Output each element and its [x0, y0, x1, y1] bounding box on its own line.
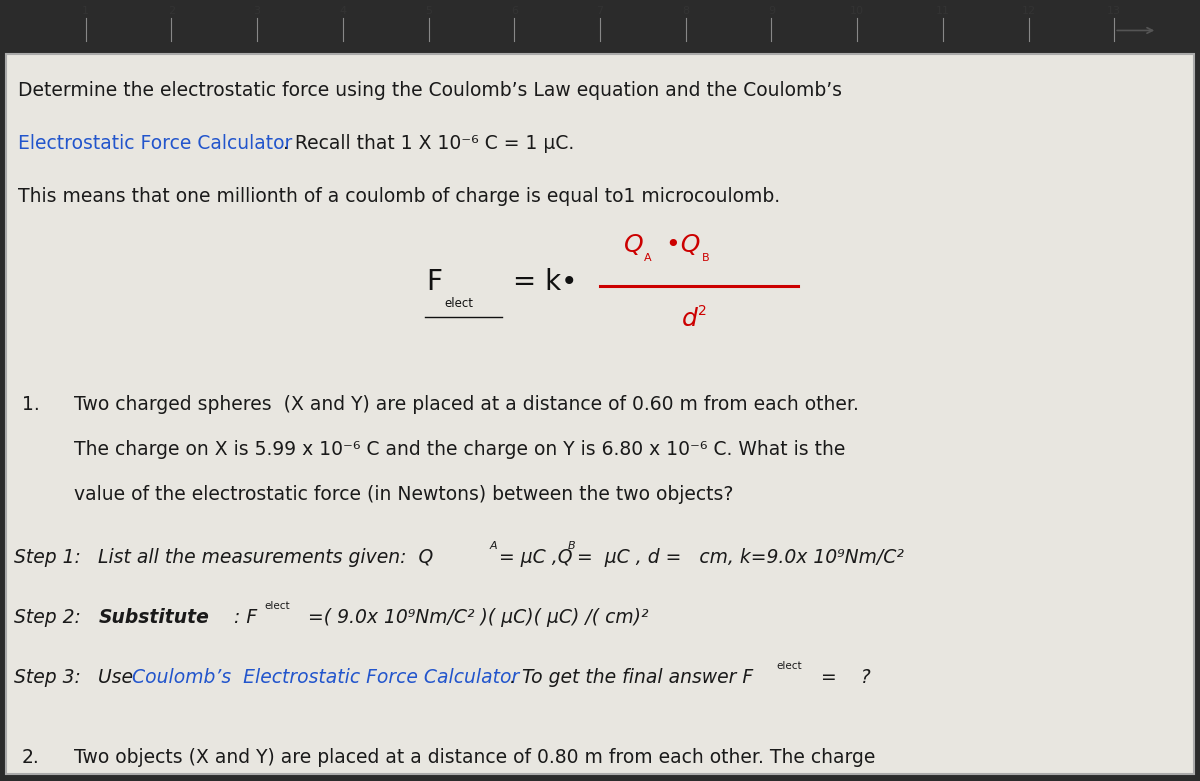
- Text: B: B: [568, 541, 575, 551]
- Text: This means that one millionth of a coulomb of charge is equal to1 microcoulomb.: This means that one millionth of a coulo…: [18, 187, 780, 205]
- Text: = k•: = k•: [504, 268, 577, 295]
- Text: 11: 11: [936, 6, 950, 16]
- Text: 9: 9: [768, 6, 775, 16]
- Text: Determine the electrostatic force using the Coulomb’s Law equation and the Coulo: Determine the electrostatic force using …: [18, 81, 842, 101]
- Text: : F: : F: [228, 608, 257, 627]
- Text: elect: elect: [776, 661, 802, 671]
- Text: 3: 3: [253, 6, 260, 16]
- Text: d: d: [682, 308, 697, 331]
- Text: Substitute: Substitute: [98, 608, 209, 627]
- Text: 1.: 1.: [22, 394, 40, 414]
- Text: 2: 2: [698, 304, 707, 318]
- Text: elect: elect: [264, 601, 289, 611]
- Text: 7: 7: [596, 6, 604, 16]
- Text: A: A: [644, 253, 652, 263]
- Text: A: A: [490, 541, 497, 551]
- Text: . To get the final answer F: . To get the final answer F: [510, 668, 754, 686]
- Text: 1: 1: [83, 6, 89, 16]
- Text: •Q: •Q: [658, 233, 700, 257]
- Text: F: F: [426, 268, 442, 295]
- Text: 13: 13: [1108, 6, 1121, 16]
- Text: Step 2:: Step 2:: [14, 608, 88, 627]
- Text: B: B: [702, 253, 709, 263]
- Text: elect: elect: [444, 297, 473, 310]
- Text: =( 9.0x 10⁹Nm/C² )( μC)( μC) /( cm)²: =( 9.0x 10⁹Nm/C² )( μC)( μC) /( cm)²: [302, 608, 649, 627]
- Text: 8: 8: [682, 6, 689, 16]
- Text: 12: 12: [1021, 6, 1036, 16]
- Text: Use: Use: [98, 668, 139, 686]
- Text: Q: Q: [624, 233, 643, 257]
- Text: 2: 2: [168, 6, 175, 16]
- Text: Two objects (X and Y) are placed at a distance of 0.80 m from each other. The ch: Two objects (X and Y) are placed at a di…: [74, 748, 876, 767]
- Text: List all the measurements given:  Q: List all the measurements given: Q: [98, 548, 433, 567]
- Text: =    ?: = ?: [815, 668, 870, 686]
- Text: = μC ,Q: = μC ,Q: [499, 548, 572, 567]
- Text: . Recall that 1 X 10⁻⁶ C = 1 μC.: . Recall that 1 X 10⁻⁶ C = 1 μC.: [283, 134, 574, 153]
- Text: Coulomb’s  Electrostatic Force Calculator: Coulomb’s Electrostatic Force Calculator: [132, 668, 520, 686]
- Text: value of the electrostatic force (in Newtons) between the two objects?: value of the electrostatic force (in New…: [74, 485, 733, 505]
- Text: 4: 4: [340, 6, 347, 16]
- Text: 6: 6: [511, 6, 517, 16]
- Text: Electrostatic Force Calculator: Electrostatic Force Calculator: [18, 134, 293, 153]
- Text: 10: 10: [850, 6, 864, 16]
- Text: Step 3:: Step 3:: [14, 668, 88, 686]
- Text: =  μC , d =   cm, k=9.0x 10⁹Nm/C²: = μC , d = cm, k=9.0x 10⁹Nm/C²: [577, 548, 904, 567]
- Text: The charge on X is 5.99 x 10⁻⁶ C and the charge on Y is 6.80 x 10⁻⁶ C. What is t: The charge on X is 5.99 x 10⁻⁶ C and the…: [74, 440, 846, 459]
- Text: Two charged spheres  (X and Y) are placed at a distance of 0.60 m from each othe: Two charged spheres (X and Y) are placed…: [74, 394, 859, 414]
- Text: 5: 5: [425, 6, 432, 16]
- Text: Step 1:: Step 1:: [14, 548, 88, 567]
- Text: 2.: 2.: [22, 748, 40, 767]
